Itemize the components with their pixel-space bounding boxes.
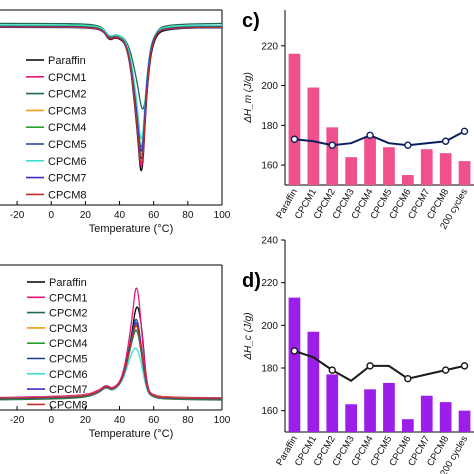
legend-label-cpcm4: CPCM4	[49, 338, 88, 350]
y-axis-label: ΔH_m (J/g)	[243, 72, 254, 124]
bar-cpcm1	[307, 331, 320, 432]
bar-paraffin	[288, 297, 301, 432]
legend-label-cpcm2: CPCM2	[49, 308, 88, 320]
overlay-marker	[460, 362, 469, 370]
panel-label: d)	[242, 270, 261, 292]
legend-label-cpcm8: CPCM8	[49, 399, 88, 411]
legend-label-cpcm1: CPCM1	[49, 292, 88, 304]
bar-cpcm2	[326, 374, 339, 432]
overlay-marker	[328, 141, 336, 149]
bar-200-cycles	[458, 410, 471, 432]
x-tick-label: 80	[182, 210, 194, 221]
series-line-cpcm3	[0, 25, 223, 156]
x-tick-label: 60	[148, 415, 160, 426]
panel-a: -20 0 20 40 60 80 100 Temperature (°C) Paraffin C…	[0, 9, 231, 235]
series-line-cpcm1	[0, 287, 223, 399]
legend-label-cpcm6: CPCM6	[48, 156, 87, 168]
overlay-marker	[441, 137, 450, 145]
overlay-marker	[404, 141, 412, 149]
series-line-paraffin	[0, 26, 223, 172]
bar-cpcm3	[345, 157, 358, 185]
series-line-cpcm8	[0, 324, 223, 400]
legend-label-cpcm3: CPCM3	[49, 323, 88, 335]
legend-label-cpcm5: CPCM5	[48, 139, 87, 151]
y-tick-label: 240	[261, 236, 278, 247]
overlay-marker	[441, 366, 450, 374]
bar-cpcm6	[401, 419, 414, 432]
overlay-marker	[328, 366, 336, 374]
series-line-cpcm7	[0, 25, 223, 152]
series-line-cpcm4	[0, 24, 223, 148]
bar-cpcm7	[420, 395, 433, 432]
x-tick-label: 100	[214, 415, 231, 426]
x-tick-label: -20	[10, 415, 25, 426]
legend-label-cpcm6: CPCM6	[49, 369, 88, 381]
legend-label-paraffin: Paraffin	[48, 55, 86, 67]
bar-cpcm3	[345, 404, 358, 432]
overlay-line	[294, 130, 465, 147]
panel-label: c)	[242, 10, 260, 32]
legend-label-cpcm5: CPCM5	[49, 354, 88, 366]
overlay-marker	[366, 131, 374, 139]
x-tick-label: 80	[182, 415, 194, 426]
y-tick-label: 180	[261, 364, 278, 375]
x-axis-label: Temperature (°C)	[89, 223, 173, 235]
y-axis-label: ΔH_c (J/g)	[243, 312, 254, 360]
series-line-paraffin	[0, 306, 223, 399]
series-line-cpcm1	[0, 25, 223, 167]
panel-b: -20 0 20 40 60 80 100 Temperature (°C) Paraffin C…	[0, 264, 231, 440]
legend-label-cpcm7: CPCM7	[48, 173, 87, 185]
overlay-line	[294, 349, 465, 383]
bar-cpcm8	[439, 402, 452, 432]
overlay-marker	[404, 374, 412, 383]
bar-cpcm5	[383, 147, 395, 185]
y-tick-label: 220	[261, 278, 278, 289]
x-tick-label: -20	[10, 210, 25, 221]
bar-paraffin	[288, 53, 301, 185]
bar-cpcm8	[439, 153, 452, 185]
overlay-marker	[460, 127, 469, 136]
legend-label-paraffin: Paraffin	[49, 277, 87, 289]
overlay-marker	[290, 135, 299, 143]
legend-label-cpcm4: CPCM4	[48, 122, 87, 134]
x-tick-label: 20	[80, 415, 92, 426]
bar-cpcm1	[307, 87, 320, 185]
y-tick-label: 200	[261, 81, 278, 92]
bar-cpcm4	[364, 389, 376, 432]
x-tick-label: 100	[214, 210, 231, 221]
legend-label-cpcm8: CPCM8	[48, 189, 87, 201]
y-tick-label: 200	[261, 321, 278, 332]
x-tick-label: 60	[148, 210, 160, 221]
x-tick-label: 0	[48, 415, 54, 426]
overlay-marker	[290, 347, 299, 355]
overlay-marker	[366, 362, 374, 370]
x-tick-label: 40	[114, 415, 126, 426]
series-line-cpcm6	[0, 24, 223, 140]
bar-cpcm4	[364, 137, 376, 185]
x-tick-label: 20	[80, 210, 92, 221]
legend-label-cpcm2: CPCM2	[48, 89, 87, 101]
series-line-cpcm8	[0, 26, 223, 164]
legend-label-cpcm3: CPCM3	[48, 105, 87, 117]
y-tick-label: 160	[261, 406, 278, 417]
x-axis-label: Temperature (°C)	[89, 428, 173, 440]
x-tick-label: 0	[48, 210, 54, 221]
legend-label-cpcm1: CPCM1	[48, 72, 87, 84]
legend-label-cpcm7: CPCM7	[49, 384, 88, 396]
y-tick-label: 220	[261, 41, 278, 52]
y-tick-label: 180	[261, 121, 278, 132]
bar-cpcm2	[326, 127, 339, 185]
bar-cpcm5	[383, 382, 395, 432]
x-tick-label: 40	[114, 210, 126, 221]
bar-200-cycles	[458, 161, 471, 185]
bar-cpcm6	[401, 175, 414, 185]
bar-cpcm7	[420, 149, 433, 185]
y-tick-label: 160	[261, 161, 278, 172]
